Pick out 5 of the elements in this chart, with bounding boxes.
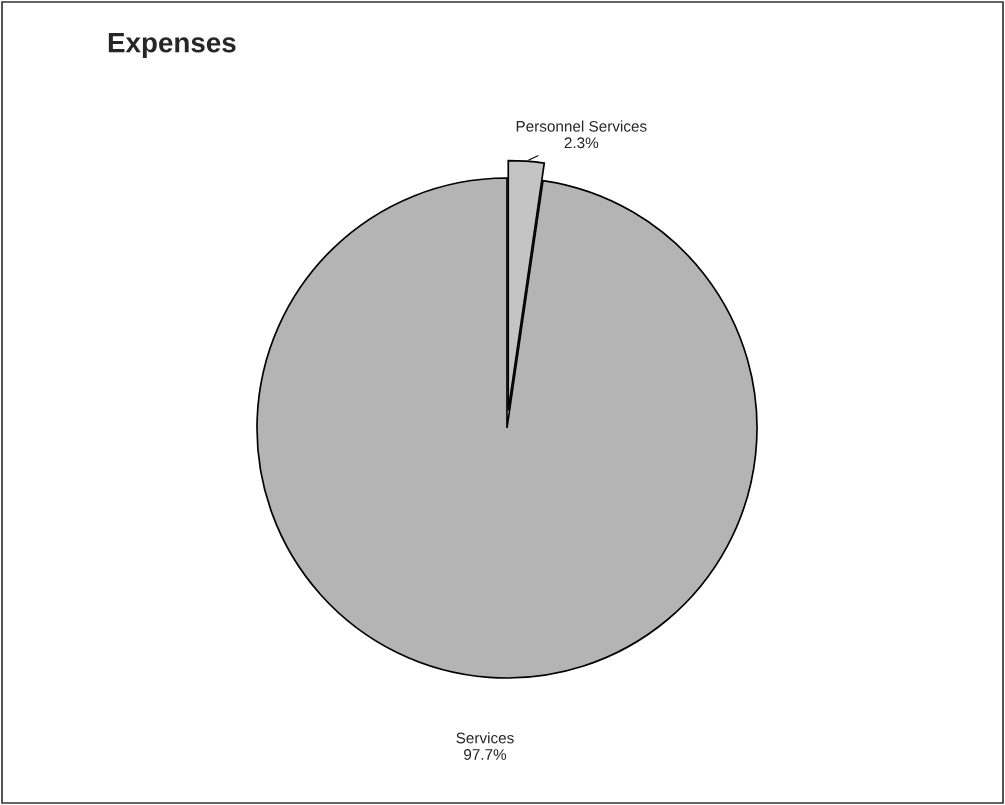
slice-label: Services: [456, 732, 514, 744]
data-label: 2.3%: [564, 137, 599, 149]
slice-label: Personnel Services: [516, 120, 647, 132]
chart-title: Expenses: [108, 33, 236, 58]
data-label: 97.7%: [464, 749, 507, 760]
